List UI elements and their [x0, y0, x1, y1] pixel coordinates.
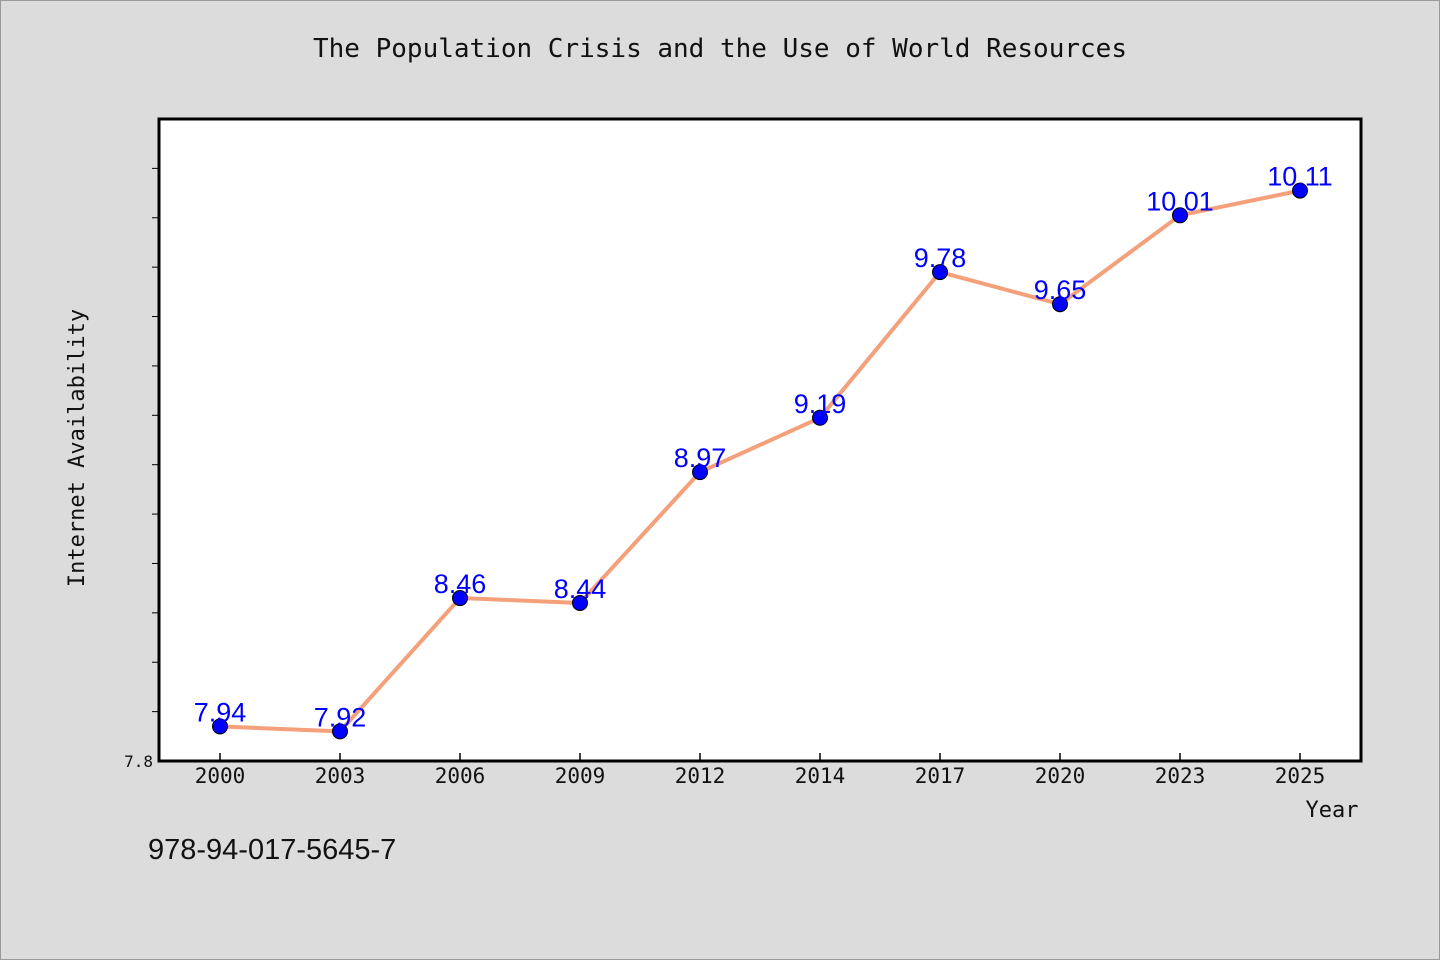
- data-point: [332, 723, 348, 740]
- x-tick-label: 2012: [675, 764, 726, 788]
- isbn-code: 978-94-017-5645-7: [148, 834, 397, 866]
- data-point: [452, 590, 468, 607]
- data-point: [1172, 207, 1188, 224]
- data-point: [812, 409, 828, 426]
- plot-area: [157, 117, 1363, 763]
- data-point: [692, 464, 708, 481]
- data-label: 7.94: [194, 697, 247, 727]
- x-tick-label: 2000: [195, 764, 246, 788]
- data-labels: 7.94 7.92 8.46 8.44 8.97 9.19 9.78 9.65 10.01 10.…: [194, 162, 1333, 733]
- data-point: [572, 594, 588, 611]
- data-label: 9.19: [794, 389, 847, 419]
- data-label: 9.78: [914, 243, 967, 273]
- data-point: [932, 264, 948, 281]
- data-label: 7.92: [314, 702, 367, 732]
- data-label: 10.01: [1146, 186, 1214, 216]
- x-tick-label: 2017: [915, 764, 966, 788]
- data-label: 9.65: [1034, 275, 1087, 305]
- data-label: 8.97: [674, 443, 727, 473]
- x-axis-ticks: 2000 2003 2006 2009 2012 2014 2017 2020 2023 2025: [195, 753, 1326, 788]
- data-point: [212, 718, 228, 735]
- x-tick-label: 2003: [315, 764, 366, 788]
- data-point: [1292, 182, 1308, 199]
- chart-title: The Population Crisis and the Use of Wor…: [313, 34, 1127, 64]
- x-tick-label: 2025: [1275, 764, 1326, 788]
- data-label: 8.44: [554, 574, 607, 604]
- series-line: [219, 188, 1301, 734]
- y-tick-label: 7.8: [124, 752, 153, 771]
- data-label: 8.46: [434, 569, 487, 599]
- data-markers: [212, 182, 1308, 740]
- x-tick-label: 2014: [795, 764, 846, 788]
- y-axis-label: Internet Availability: [65, 309, 90, 587]
- x-axis-label: Year: [1306, 798, 1359, 823]
- y-axis-ticks: 7.8: [124, 167, 159, 771]
- x-tick-label: 2020: [1035, 764, 1086, 788]
- x-tick-label: 2023: [1155, 764, 1206, 788]
- series-line-group: [219, 188, 1301, 734]
- x-tick-label: 2006: [435, 764, 486, 788]
- data-label: 10.11: [1267, 162, 1333, 192]
- x-tick-label: 2009: [555, 764, 606, 788]
- data-point: [1052, 296, 1068, 313]
